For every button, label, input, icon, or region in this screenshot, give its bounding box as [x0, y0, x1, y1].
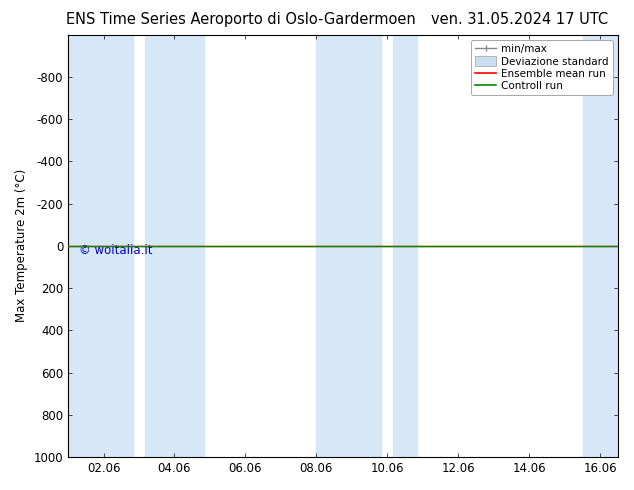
- Text: ENS Time Series Aeroporto di Oslo-Gardermoen: ENS Time Series Aeroporto di Oslo-Garder…: [66, 12, 416, 27]
- Bar: [145, 35, 204, 457]
- Bar: [583, 35, 618, 457]
- Bar: [394, 35, 417, 457]
- Text: ven. 31.05.2024 17 UTC: ven. 31.05.2024 17 UTC: [431, 12, 609, 27]
- Legend: min/max, Deviazione standard, Ensemble mean run, Controll run: min/max, Deviazione standard, Ensemble m…: [471, 40, 613, 96]
- Text: © woitalia.it: © woitalia.it: [79, 244, 153, 257]
- Bar: [316, 35, 382, 457]
- Y-axis label: Max Temperature 2m (°C): Max Temperature 2m (°C): [15, 169, 28, 322]
- Bar: [68, 35, 133, 457]
